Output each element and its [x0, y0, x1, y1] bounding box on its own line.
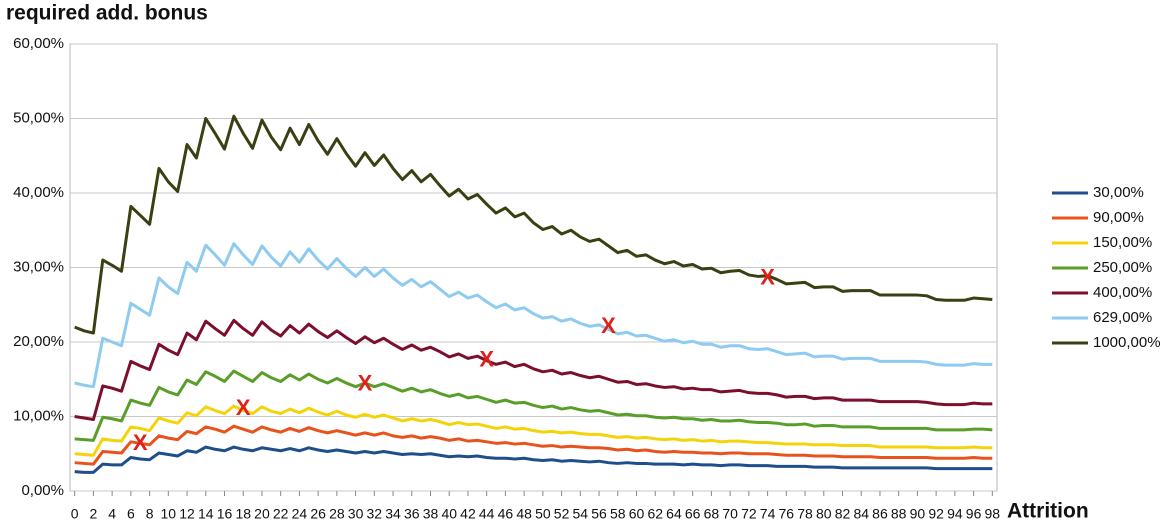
- marker: X: [479, 346, 494, 371]
- y-tick-label: 60,00%: [13, 35, 64, 52]
- x-tick-label: 88: [891, 506, 907, 522]
- marker: X: [601, 313, 616, 338]
- y-tick-label: 0,00%: [21, 482, 64, 499]
- x-tick-label: 12: [179, 506, 195, 522]
- x-tick-label: 54: [573, 506, 589, 522]
- legend-label: 1000,00%: [1093, 334, 1161, 351]
- x-tick-label: 46: [498, 506, 514, 522]
- x-tick-label: 74: [760, 506, 776, 522]
- x-tick-label: 80: [816, 506, 832, 522]
- x-tick-label: 86: [872, 506, 888, 522]
- legend-label: 629,00%: [1093, 309, 1152, 326]
- x-tick-label: 8: [146, 506, 154, 522]
- x-tick-label: 92: [928, 506, 944, 522]
- y-tick-label: 10,00%: [13, 407, 64, 424]
- x-tick-label: 36: [404, 506, 420, 522]
- x-tick-label: 22: [273, 506, 289, 522]
- x-tick-label: 2: [90, 506, 98, 522]
- series-line: [74, 424, 993, 466]
- x-tick-label: 84: [853, 506, 869, 522]
- series-line: [74, 114, 993, 335]
- x-tick-label: 28: [329, 506, 345, 522]
- x-tick-label: 10: [161, 506, 177, 522]
- legend-label: 400,00%: [1093, 284, 1152, 301]
- legend-label: 90,00%: [1093, 209, 1144, 226]
- x-tick-label: 32: [367, 506, 383, 522]
- x-tick-label: 62: [647, 506, 663, 522]
- x-tick-label: 52: [554, 506, 570, 522]
- x-tick-label: 70: [722, 506, 738, 522]
- legend-label: 250,00%: [1093, 259, 1152, 276]
- x-tick-label: 6: [127, 506, 135, 522]
- x-tick-label: 44: [479, 506, 495, 522]
- y-tick-label: 40,00%: [13, 184, 64, 201]
- y-tick-label: 20,00%: [13, 333, 64, 350]
- series-line: [74, 404, 993, 457]
- chart-title: required add. bonus: [6, 2, 208, 25]
- x-tick-label: 48: [516, 506, 532, 522]
- x-tick-label: 18: [235, 506, 251, 522]
- x-tick-label: 68: [704, 506, 720, 522]
- x-tick-label: 16: [217, 506, 233, 522]
- x-tick-label: 14: [198, 506, 214, 522]
- x-tick-label: 64: [666, 506, 682, 522]
- x-tick-label: 78: [797, 506, 813, 522]
- x-tick-label: 38: [423, 506, 439, 522]
- x-tick-label: 26: [310, 506, 326, 522]
- marker: X: [358, 370, 373, 395]
- y-tick-label: 30,00%: [13, 258, 64, 275]
- marker: X: [133, 430, 148, 455]
- series-line: [74, 242, 993, 389]
- x-tick-label: 66: [685, 506, 701, 522]
- x-tick-label: 60: [629, 506, 645, 522]
- series-line: [74, 369, 993, 442]
- x-tick-label: 82: [835, 506, 851, 522]
- x-tick-label: 96: [966, 506, 982, 522]
- x-tick-label: 40: [441, 506, 457, 522]
- series-line: [74, 318, 993, 421]
- x-tick-label: 50: [535, 506, 551, 522]
- marker: X: [760, 264, 775, 289]
- x-tick-label: 42: [460, 506, 476, 522]
- x-tick-label: 76: [779, 506, 795, 522]
- x-tick-label: 98: [985, 506, 1001, 522]
- legend-label: 30,00%: [1093, 184, 1144, 201]
- x-tick-label: 30: [348, 506, 364, 522]
- x-tick-label: 0: [71, 506, 79, 522]
- legend-label: 150,00%: [1093, 234, 1152, 251]
- x-tick-label: 94: [947, 506, 963, 522]
- x-tick-label: 34: [385, 506, 401, 522]
- x-tick-label: 4: [108, 506, 116, 522]
- series-line: [74, 445, 993, 474]
- x-tick-label: 56: [591, 506, 607, 522]
- x-axis-label: Attrition: [1007, 500, 1089, 523]
- x-tick-label: 72: [741, 506, 757, 522]
- x-tick-label: 24: [292, 506, 308, 522]
- y-tick-label: 50,00%: [13, 109, 64, 126]
- x-tick-label: 58: [610, 506, 626, 522]
- x-tick-label: 90: [910, 506, 926, 522]
- x-tick-label: 20: [254, 506, 270, 522]
- marker: X: [236, 395, 251, 420]
